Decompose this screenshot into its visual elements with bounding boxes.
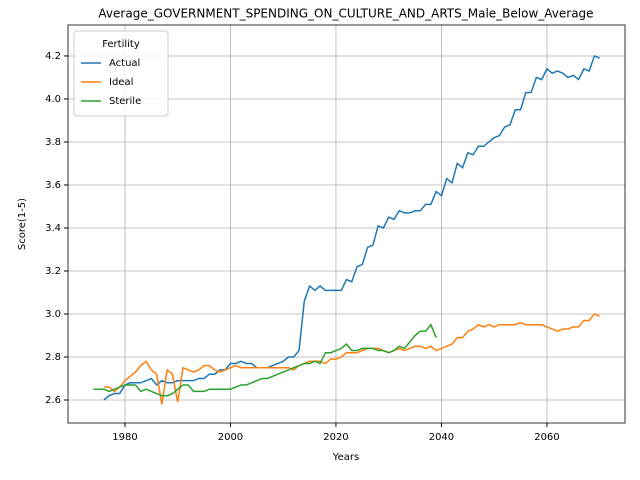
y-axis-label: Score(1-5) (17, 198, 28, 250)
x-axis-label: Years (332, 452, 359, 463)
x-tick-label: 1980 (112, 432, 137, 443)
chart-title: Average_GOVERNMENT_SPENDING_ON_CULTURE_A… (98, 7, 593, 21)
y-tick-label: 2.8 (45, 352, 61, 363)
legend-label: Sterile (109, 96, 141, 107)
line-series (103, 313, 600, 405)
legend-label: Ideal (109, 77, 133, 88)
y-tick-label: 3.6 (45, 180, 61, 191)
x-tick-label: 2060 (534, 432, 559, 443)
y-tick-label: 3.4 (45, 223, 61, 234)
x-tick-label: 2020 (323, 432, 348, 443)
legend-box (73, 30, 169, 117)
y-tick-label: 2.6 (45, 395, 61, 406)
legend: Fertility Actual Ideal Sterile (73, 30, 169, 117)
y-tick-label: 3.8 (45, 137, 61, 148)
y-tick-label: 3.2 (45, 266, 61, 277)
legend-title: Fertility (102, 39, 140, 50)
line-series (93, 323, 437, 397)
y-tick-label: 3.0 (45, 309, 61, 320)
x-tick-label: 2040 (429, 432, 454, 443)
line-series (103, 54, 600, 401)
x-tick-label: 2000 (218, 432, 243, 443)
legend-label: Actual (109, 58, 140, 69)
plot-frame (67, 24, 626, 424)
y-tick-label: 4.2 (45, 51, 61, 62)
y-tick-label: 4.0 (45, 94, 61, 105)
